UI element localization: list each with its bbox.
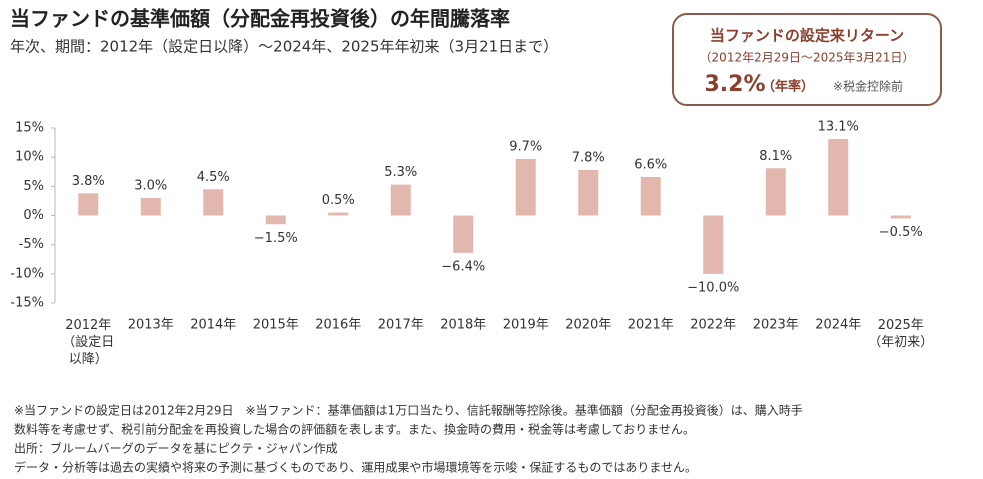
bar <box>265 215 286 225</box>
footnote: データ・分析等は過去の実績や将来の予測に基づくものであり、運用成果や市場環境等を… <box>14 460 697 475</box>
data-label: 3.8% <box>72 174 105 189</box>
return-box-note: ※税金控除前 <box>833 79 903 94</box>
bar <box>140 198 161 216</box>
footnote: 出所：ブルームバーグのデータを基にピクテ・ジャパン作成 <box>14 441 338 456</box>
bar <box>765 168 786 216</box>
bar <box>828 139 849 216</box>
x-tick-label: 2015年 <box>253 318 299 333</box>
chart-subtitle: 年次、期間：2012年（設定日以降）～2024年、2025年年初来（3月21日ま… <box>10 38 558 56</box>
x-tick-label: 2018年 <box>440 318 486 333</box>
x-tick-label: 2013年 <box>128 318 174 333</box>
data-label: −1.5% <box>254 231 298 246</box>
x-tick-label: 2023年 <box>753 318 799 333</box>
bar <box>328 212 349 216</box>
return-box-unit: （年率） <box>762 79 814 95</box>
x-tick-label: 2020年 <box>565 318 611 333</box>
x-tick-label: 2014年 <box>190 318 236 333</box>
bar <box>515 158 536 216</box>
footnote: ※当ファンドの設定日は2012年2月29日 ※当ファンド：基準価額は1万口当たり… <box>14 403 803 418</box>
bar <box>453 215 474 253</box>
bar <box>203 189 224 216</box>
bar <box>578 170 599 216</box>
data-label: −6.4% <box>441 259 485 274</box>
y-tick-label: 10% <box>15 150 44 165</box>
footnote: 数料等を考慮せず、税引前分配金を再投資した場合の評価額を表します。また、換金時の… <box>14 422 695 437</box>
bar <box>640 177 661 216</box>
bar <box>703 215 724 274</box>
data-label: 8.1% <box>759 149 792 164</box>
x-tick-label: 2019年 <box>503 318 549 333</box>
bar <box>78 193 99 216</box>
x-tick-label: 2025年（年初来） <box>868 318 933 350</box>
return-box-title: 当ファンドの設定来リターン <box>710 27 904 45</box>
y-tick-label: 15% <box>15 121 44 136</box>
x-tick-label: 2012年（設定日以降） <box>62 318 114 367</box>
x-tick-label: 2016年 <box>315 318 361 333</box>
y-tick-label: -5% <box>19 237 44 252</box>
y-tick-label: -10% <box>10 266 44 281</box>
x-tick-label: 2024年 <box>815 318 861 333</box>
return-box-value: 3.2% <box>704 72 765 97</box>
data-label: 0.5% <box>322 193 355 208</box>
data-label: 6.6% <box>634 158 667 173</box>
x-tick-label: 2021年 <box>628 318 674 333</box>
data-label: −0.5% <box>879 225 923 240</box>
data-label: 7.8% <box>572 151 605 166</box>
data-label: 4.5% <box>197 170 230 185</box>
return-box-period: （2012年2月29日～2025年3月21日） <box>700 51 915 65</box>
data-label: −10.0% <box>687 280 739 295</box>
data-label: 5.3% <box>384 165 417 180</box>
data-label: 9.7% <box>509 139 542 154</box>
bar <box>390 184 411 216</box>
data-label: 3.0% <box>134 179 167 194</box>
chart-title: 当ファンドの基準価額（分配金再投資後）の年間騰落率 <box>10 7 510 31</box>
y-tick-label: -15% <box>10 296 44 311</box>
x-tick-label: 2022年 <box>690 318 736 333</box>
bar <box>890 215 911 219</box>
x-tick-label: 2017年 <box>378 318 424 333</box>
return-box <box>672 13 942 106</box>
y-tick-label: 5% <box>23 179 44 194</box>
y-tick-label: 0% <box>23 208 44 223</box>
data-label: 13.1% <box>818 120 859 135</box>
